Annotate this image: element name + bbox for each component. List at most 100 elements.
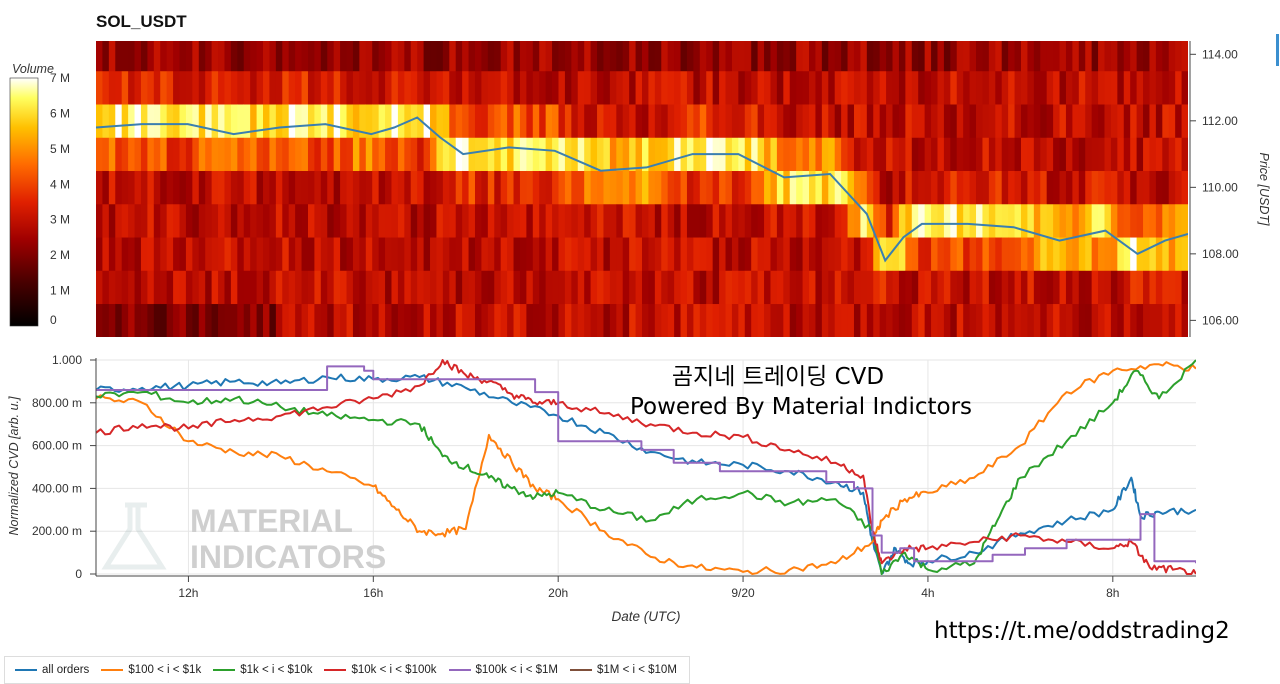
colorbar-tick-label: 7 M [50, 71, 70, 85]
heatmap-cell [166, 170, 174, 205]
heatmap-cell [809, 70, 817, 105]
heatmap-cell [1053, 270, 1061, 305]
heatmap-cell [1078, 137, 1086, 172]
heatmap-cell [860, 303, 868, 337]
heatmap-cell [976, 237, 984, 271]
heatmap-cell [1117, 70, 1125, 105]
heatmap-cell [834, 41, 842, 72]
heatmap-cell [995, 104, 1003, 138]
heatmap-cell [224, 104, 232, 138]
heatmap-cell [474, 170, 483, 205]
heatmap-cell [108, 41, 116, 72]
heatmap-cell [211, 203, 219, 238]
heatmap-cell [1033, 70, 1041, 105]
heatmap-cell [918, 104, 926, 138]
heatmap-cell [134, 303, 142, 337]
legend-item[interactable]: $1M < i < $10M [570, 664, 677, 676]
heatmap-cell [256, 170, 264, 205]
heatmap-cell [173, 41, 181, 72]
heatmap-cell [1008, 203, 1016, 238]
legend-item[interactable]: $100 < i < $1k [101, 664, 201, 676]
heatmap-cell [879, 41, 887, 72]
heatmap-cell [1027, 104, 1035, 138]
heatmap-cell [365, 41, 373, 72]
heatmap-cell [1168, 203, 1176, 238]
heatmap-cell [597, 303, 605, 337]
heatmap-cell [725, 41, 733, 72]
legend-item[interactable]: $10k < i < $100k [324, 664, 437, 676]
heatmap-cell [552, 41, 560, 72]
heatmap-cell [712, 203, 720, 238]
heatmap-cell [905, 303, 913, 337]
heatmap-cell [1059, 137, 1067, 172]
heatmap-cell [160, 203, 168, 238]
colorbar-tick-label: 3 M [50, 213, 70, 227]
heatmap-cell [487, 137, 495, 172]
heatmap-cell [1110, 41, 1118, 72]
heatmap-cell [603, 303, 611, 337]
heatmap-cell [943, 270, 951, 305]
watermark: MATERIAL INDICATORS [101, 502, 386, 575]
heatmap-cell [1123, 137, 1131, 172]
heatmap-cell [918, 303, 926, 337]
heatmap-cell [320, 41, 328, 72]
heatmap-cell [629, 270, 637, 305]
heatmap-cell [352, 270, 360, 305]
heatmap-cell [218, 41, 226, 72]
heatmap-cell [969, 104, 977, 138]
heatmap-cell [834, 104, 842, 138]
heatmap-cell [635, 170, 643, 205]
flask-logo [101, 502, 167, 570]
legend-item[interactable]: $100k < i < $1M [448, 664, 558, 676]
heatmap-cell [487, 203, 495, 238]
heatmap-cell [532, 303, 540, 337]
heatmap-cell [873, 137, 881, 172]
heatmap-cell [1091, 237, 1099, 271]
heatmap-cell [969, 203, 977, 238]
heatmap-cell [1130, 237, 1138, 271]
heatmap-cell [1008, 104, 1016, 138]
heatmap-cell [789, 237, 797, 271]
heatmap-cell [468, 137, 476, 172]
heatmap-cell [1027, 203, 1035, 238]
heatmap-cell [153, 203, 161, 238]
heatmap-cell [166, 104, 174, 138]
heatmap-cell [1155, 270, 1163, 305]
heatmap-cell [1053, 70, 1061, 105]
heatmap-cell [327, 70, 335, 105]
heatmap-cell [526, 104, 534, 138]
heatmap-cell [873, 70, 881, 105]
heatmap-cell [924, 237, 932, 271]
telegram-link[interactable]: https://t.me/oddstrading2 [934, 618, 1230, 644]
heatmap-cell [821, 270, 829, 305]
heatmap-cell [256, 237, 264, 271]
heatmap-cell [1110, 104, 1118, 138]
legend-item[interactable]: all orders [15, 664, 89, 676]
heatmap-cell [365, 170, 373, 205]
heatmap-cell [1027, 237, 1035, 271]
heatmap-cell [211, 70, 219, 105]
heatmap-cell [1046, 70, 1054, 105]
heatmap-cell [995, 303, 1003, 337]
heatmap-cell [731, 270, 739, 305]
heatmap-cell [680, 70, 688, 105]
heatmap-cell [474, 104, 483, 138]
heatmap-cell [982, 137, 990, 172]
heatmap-cell [841, 303, 849, 337]
heatmap-cell [886, 70, 894, 105]
heatmap-cell [674, 137, 682, 172]
heatmap-cell [442, 203, 450, 238]
heatmap-cell [275, 137, 283, 172]
heatmap-cell [327, 104, 335, 138]
heatmap-cell [307, 137, 315, 172]
heatmap-cell [686, 237, 694, 271]
heatmap-cell [198, 70, 206, 105]
cvd-x-tick-label: 12h [178, 586, 198, 600]
legend-item[interactable]: $1k < i < $10k [213, 664, 312, 676]
heatmap-cell [552, 104, 560, 138]
heatmap-cell [1065, 137, 1073, 172]
heatmap-cell [295, 203, 303, 238]
heatmap-cell [937, 303, 945, 337]
heatmap-cell [1155, 237, 1163, 271]
heatmap-cell [128, 41, 136, 72]
